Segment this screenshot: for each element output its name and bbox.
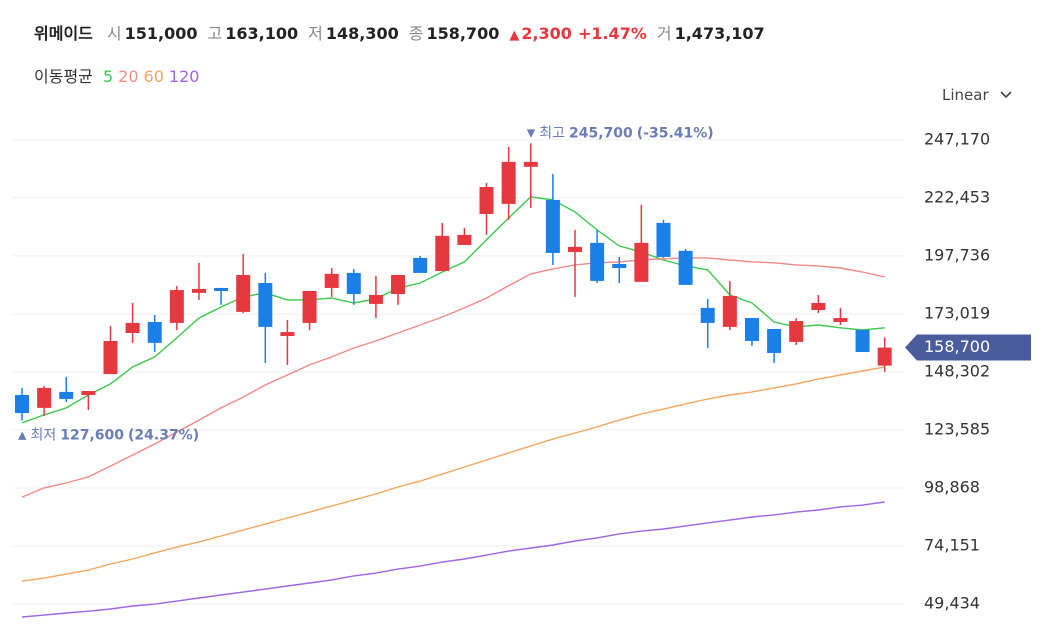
candle-body: [744, 317, 759, 341]
y-tick-label: 173,019: [924, 303, 990, 322]
candle-body: [59, 391, 74, 399]
ma-line: [21, 196, 885, 424]
candle-body: [722, 295, 737, 327]
y-tick-label: 222,453: [924, 187, 990, 206]
y-tick-label: 197,736: [924, 245, 990, 264]
scale-label[interactable]: Linear: [942, 86, 989, 104]
candle-body: [479, 187, 494, 215]
y-tick-label: 98,868: [924, 477, 980, 496]
candle-body: [81, 390, 96, 395]
open-label: 시: [106, 24, 122, 43]
candle-body: [302, 290, 317, 323]
last-price-label: 158,700: [924, 337, 990, 356]
ma-legend-entry: 120: [168, 67, 200, 86]
volume-value: 1,473,107: [674, 24, 765, 43]
candle-body: [568, 246, 582, 253]
ma-legend-title: 이동평균: [34, 67, 93, 86]
ma-legend-entry: 60: [143, 67, 164, 86]
candle-body: [103, 340, 118, 375]
low-value: 148,300: [325, 24, 399, 43]
candle-body: [125, 322, 140, 334]
chevron-icon[interactable]: [999, 90, 1013, 100]
scale-dropdown[interactable]: Linear: [942, 86, 1013, 104]
high-label: 고: [207, 24, 223, 43]
candle-body: [523, 161, 538, 167]
candle-body: [191, 288, 206, 293]
y-tick-label: 74,151: [924, 536, 980, 555]
candle-body: [346, 272, 361, 295]
candle-body: [767, 329, 782, 353]
candle-body: [391, 275, 406, 295]
y-tick-label: 247,170: [924, 129, 990, 148]
candle-body: [855, 329, 870, 353]
annotation-value: 127,600: [60, 428, 124, 444]
last-price-badge: [905, 334, 1031, 361]
candle-body: [590, 242, 605, 281]
candle-body: [700, 307, 715, 323]
candle-body: [435, 235, 450, 272]
change-amount: 2,300: [521, 24, 572, 43]
candle-body: [501, 161, 516, 204]
candle-body: [811, 302, 826, 311]
candle-body: [280, 332, 295, 337]
ma-line: [21, 257, 885, 498]
candle-body: [413, 257, 428, 273]
candle-body: [833, 317, 848, 322]
annotation-marker: ▲: [18, 429, 27, 442]
annotation-marker: ▼: [527, 126, 536, 139]
candle-body: [678, 250, 693, 285]
extreme-annotation: ▲ 최저 127,600 (24.37%): [18, 428, 199, 444]
candle-body: [324, 273, 339, 288]
close-label: 종: [408, 24, 424, 43]
ma-legend-entry: 20: [118, 67, 139, 86]
ma-line: [21, 501, 885, 618]
candle-body: [214, 287, 229, 291]
extreme-annotation: ▼ 최고 245,700 (-35.41%): [527, 125, 714, 141]
ma-legend-entry: 5: [102, 67, 114, 86]
candle-body: [612, 263, 627, 268]
close-value: 158,700: [426, 24, 500, 43]
candle-body: [789, 321, 804, 342]
annotation-label: 최고: [539, 125, 565, 141]
candle-body: [877, 347, 892, 366]
candle-body: [15, 394, 29, 414]
annotation-value: 245,700: [569, 125, 633, 141]
candle-body: [37, 387, 52, 408]
annotation-change: (24.37%): [128, 428, 199, 444]
open-value: 151,000: [124, 24, 198, 43]
annotation-label: 최저: [30, 428, 56, 444]
candle-body: [457, 234, 472, 245]
ma-legend: 이동평균 5 20 60 120: [34, 63, 204, 87]
candle-body: [634, 242, 649, 282]
y-tick-label: 49,434: [924, 594, 980, 613]
change-percent: +1.47%: [577, 24, 647, 43]
y-tick-label: 148,302: [924, 361, 990, 380]
candle-body: [258, 283, 273, 327]
candle-body: [169, 290, 184, 323]
y-tick-label: 123,585: [924, 419, 990, 438]
change-arrow: ▲: [509, 28, 520, 43]
ma-line: [21, 366, 885, 582]
high-value: 163,100: [225, 24, 299, 43]
candle-body: [368, 294, 383, 304]
stock-name: 위메이드: [34, 24, 93, 43]
annotation-change: (-35.41%): [637, 125, 714, 141]
candle-body: [656, 222, 671, 257]
low-label: 저: [308, 24, 323, 43]
volume-label: 거: [656, 24, 672, 43]
candle-body: [236, 275, 251, 312]
candle-body: [545, 199, 560, 253]
quote-header: 위메이드 시 151,000 고 163,100 저 148,300 종 158,700…: [34, 20, 775, 44]
candle-body: [147, 321, 162, 343]
